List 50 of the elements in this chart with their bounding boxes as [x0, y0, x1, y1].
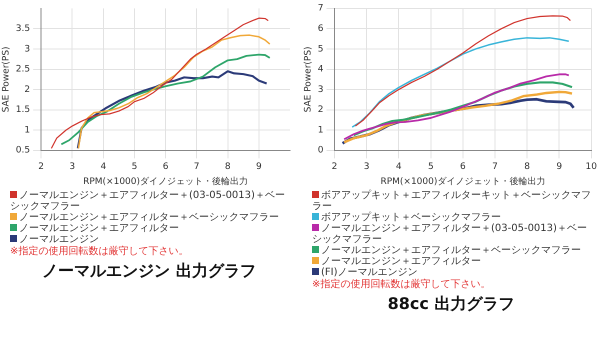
text: ※指定の使用回転数は厳守して下さい。 [311, 278, 492, 290]
legend-label: ノーマルエンジン＋エアフィルター＋ベーシックマフラー [320, 245, 582, 256]
x-tick-label: 4 [396, 162, 402, 172]
y-tick-label: 7 [318, 4, 324, 14]
x-tick-label: 8 [224, 162, 231, 172]
legend-label: ノーマルエンジン＋エアフィルター [18, 223, 180, 234]
x-tick-label: 8 [524, 162, 530, 172]
x-tick-label: 2 [332, 162, 338, 172]
y-tick-label: 2.5 [16, 64, 30, 75]
y-tick-label: 1.5 [16, 105, 30, 116]
x-tick-label: 3 [364, 162, 370, 172]
legend-label: ボアアップキット＋ベーシックマフラー [320, 212, 502, 223]
x-tick-label: 5 [428, 162, 434, 172]
x-tick-label: 6 [460, 162, 466, 172]
legend-label: ボアアップキット＋エアフィルターキット＋ベーシックマフラー [312, 190, 592, 212]
y-axis-title: SAE Power(PS) [304, 46, 314, 112]
x-tick-label: 9 [556, 162, 562, 172]
y-tick-label: 0.5 [16, 146, 30, 156]
text: 88cc 出力グラフ [386, 294, 516, 315]
x-tick-label: 3 [69, 162, 76, 172]
x-tick-label: 6 [162, 162, 169, 172]
y-tick-label: 1 [318, 125, 324, 136]
y-tick-label: 0 [318, 146, 324, 156]
text: ノーマルエンジン 出力グラフ [41, 261, 257, 282]
y-tick-label: 3 [318, 84, 324, 95]
y-tick-label: 1 [24, 125, 30, 136]
text: ※指定の使用回転数は厳守して下さい。 [9, 245, 190, 257]
x-tick-label: 7 [492, 162, 498, 172]
x-tick-label: 2 [38, 162, 44, 172]
legend-label: ノーマルエンジン＋エアフィルター＋(03-05-0013)＋ベーシックマフラー [312, 223, 588, 245]
x-tick-label: 10 [586, 162, 598, 172]
y-tick-label: 3 [24, 44, 30, 54]
y-tick-label: 5 [318, 44, 324, 54]
x-tick-label: 9 [256, 162, 262, 172]
legend-label: ノーマルエンジン＋エアフィルター＋ベーシックマフラー [18, 212, 280, 223]
y-tick-label: 6 [318, 24, 324, 34]
y-axis-title: SAE Power(PS) [2, 46, 12, 112]
x-axis-title: RPM(×1000)ダイノジェット・後輪出力 [380, 176, 546, 187]
x-tick-label: 7 [194, 162, 200, 172]
y-tick-label: 3.5 [16, 24, 30, 34]
x-axis-title: RPM(×1000)ダイノジェット・後輪出力 [83, 176, 248, 187]
y-tick-label: 4 [318, 64, 324, 75]
legend-label: (FI)ノーマルエンジン [320, 267, 419, 278]
legend-label: ノーマルエンジン [18, 234, 100, 245]
y-tick-label: 2 [318, 105, 324, 116]
x-tick-label: 5 [132, 162, 138, 172]
legend-label: ノーマルエンジン＋エアフィルター [320, 256, 482, 267]
legend-label: ノーマルエンジン＋エアフィルター＋(03-05-0013)＋ベーシックマフラー [10, 190, 286, 212]
x-tick-label: 4 [100, 162, 106, 172]
y-tick-label: 2 [24, 84, 30, 95]
